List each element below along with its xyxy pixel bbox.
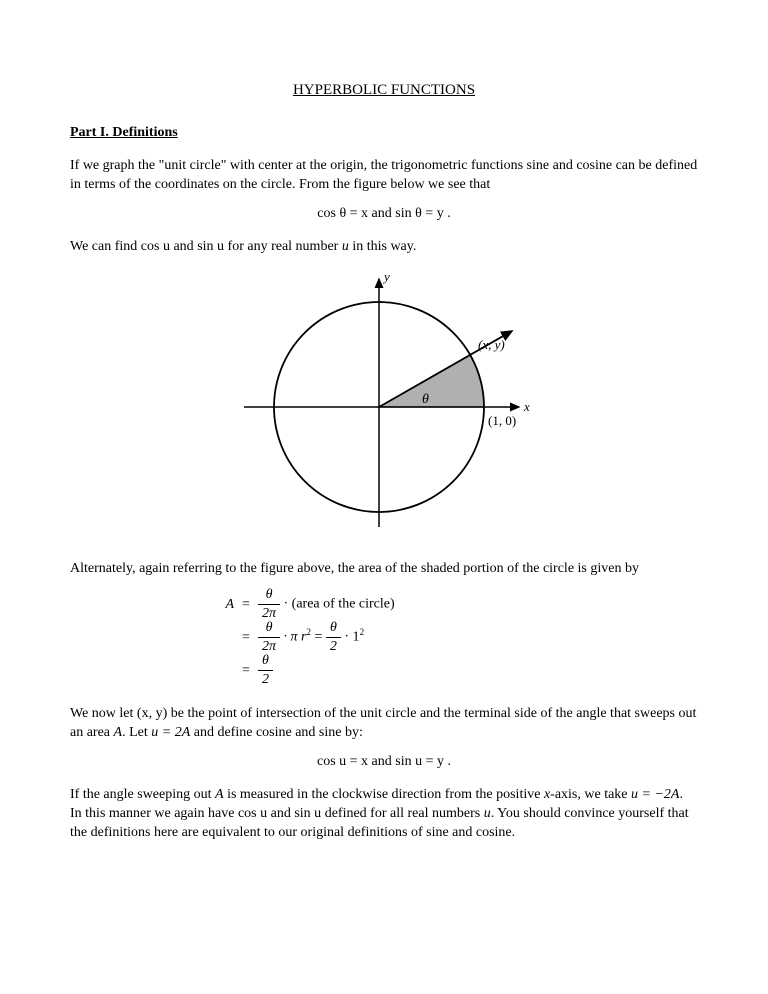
paragraph-4: We now let (x, y) be the point of inters…	[70, 705, 698, 743]
p4a: We now let	[70, 706, 137, 721]
p4d: A	[114, 725, 123, 740]
paragraph-3: Alternately, again referring to the figu…	[70, 560, 698, 579]
unit-circle-svg: y x θ (x, y) (1, 0)	[234, 267, 534, 537]
shaded-sector	[379, 355, 484, 407]
p5j: sin u	[294, 806, 321, 821]
p4e: . Let	[122, 725, 151, 740]
equals-2: =	[234, 623, 258, 654]
frac-2a-num: θ	[258, 621, 280, 638]
paragraph-1: If we graph the "unit circle" with cente…	[70, 157, 698, 195]
label-xy: (x, y)	[478, 337, 505, 352]
p5i: and	[267, 806, 294, 821]
deriv-row-3: = θ 2	[204, 654, 564, 687]
deriv-rhs-2: θ 2π · π r2 = θ 2 · 12	[258, 621, 564, 654]
frac-1: θ 2π	[258, 588, 280, 621]
p2g: in this way.	[349, 239, 417, 254]
p5k: defined for all real numbers	[321, 806, 484, 821]
label-x: x	[523, 399, 530, 414]
frac-2b-den: 2	[326, 638, 341, 654]
p2b: cos u	[141, 239, 170, 254]
equals-1: =	[234, 590, 258, 621]
p5h: cos u	[238, 806, 267, 821]
area-derivation: A = θ 2π · (area of the circle) = θ 2π ·…	[204, 588, 564, 687]
deriv-row-2: = θ 2π · π r2 = θ 2 · 12	[204, 621, 564, 654]
label-y: y	[382, 269, 390, 284]
eq1-text: cos θ = x and sin θ = y .	[317, 206, 450, 221]
p5c: is measured in the clockwise direction f…	[224, 787, 544, 802]
deriv-mid: · π r	[284, 630, 307, 645]
document-title: HYPERBOLIC FUNCTIONS	[70, 80, 698, 100]
deriv-lhs: A	[204, 590, 234, 621]
equation-1: cos θ = x and sin θ = y .	[70, 205, 698, 224]
p4b: (x, y)	[137, 706, 167, 721]
frac-2b-num: θ	[326, 621, 341, 638]
deriv-sup-2: 2	[360, 628, 365, 638]
p2c: and	[170, 239, 197, 254]
label-one-zero: (1, 0)	[488, 413, 516, 428]
frac-2b: θ 2	[326, 621, 341, 654]
p5b: A	[215, 787, 224, 802]
frac-3-num: θ	[258, 654, 273, 671]
frac-2a-den: 2π	[258, 638, 280, 654]
deriv-sup-1: 2	[306, 628, 311, 638]
deriv-row-1: A = θ 2π · (area of the circle)	[204, 588, 564, 621]
frac-2a: θ 2π	[258, 621, 280, 654]
paragraph-5: If the angle sweeping out A is measured …	[70, 786, 698, 843]
paragraph-2: We can find cos u and sin u for any real…	[70, 238, 698, 257]
p5l: u	[484, 806, 491, 821]
page: HYPERBOLIC FUNCTIONS Part I. Definitions…	[0, 0, 768, 994]
frac-1-num: θ	[258, 588, 280, 605]
equals-3: =	[234, 656, 258, 687]
frac-3-den: 2	[258, 671, 273, 687]
section-heading: Part I. Definitions	[70, 124, 698, 143]
p5e: -axis, we take	[550, 787, 631, 802]
p4f: u = 2A	[151, 725, 190, 740]
p5f: u = −2A	[631, 787, 679, 802]
eq2-text: cos u = x and sin u = y .	[317, 754, 451, 769]
p2a: We can find	[70, 239, 141, 254]
deriv-rhs-3: θ 2	[258, 654, 564, 687]
deriv-tail-2: · 1	[344, 630, 359, 645]
deriv-rhs-1: θ 2π · (area of the circle)	[258, 588, 564, 621]
equation-2: cos u = x and sin u = y .	[70, 753, 698, 772]
label-theta: θ	[422, 392, 429, 407]
p5a: If the angle sweeping out	[70, 787, 215, 802]
frac-1-den: 2π	[258, 605, 280, 621]
frac-3: θ 2	[258, 654, 273, 687]
p2f: u	[342, 239, 349, 254]
unit-circle-figure: y x θ (x, y) (1, 0)	[70, 267, 698, 544]
p2d: sin u	[197, 239, 224, 254]
p4g: and define cosine and sine by:	[190, 725, 363, 740]
deriv-tail-1: · (area of the circle)	[284, 597, 395, 612]
deriv-eq-mid: =	[314, 630, 325, 645]
p2e: for any real number	[224, 239, 342, 254]
